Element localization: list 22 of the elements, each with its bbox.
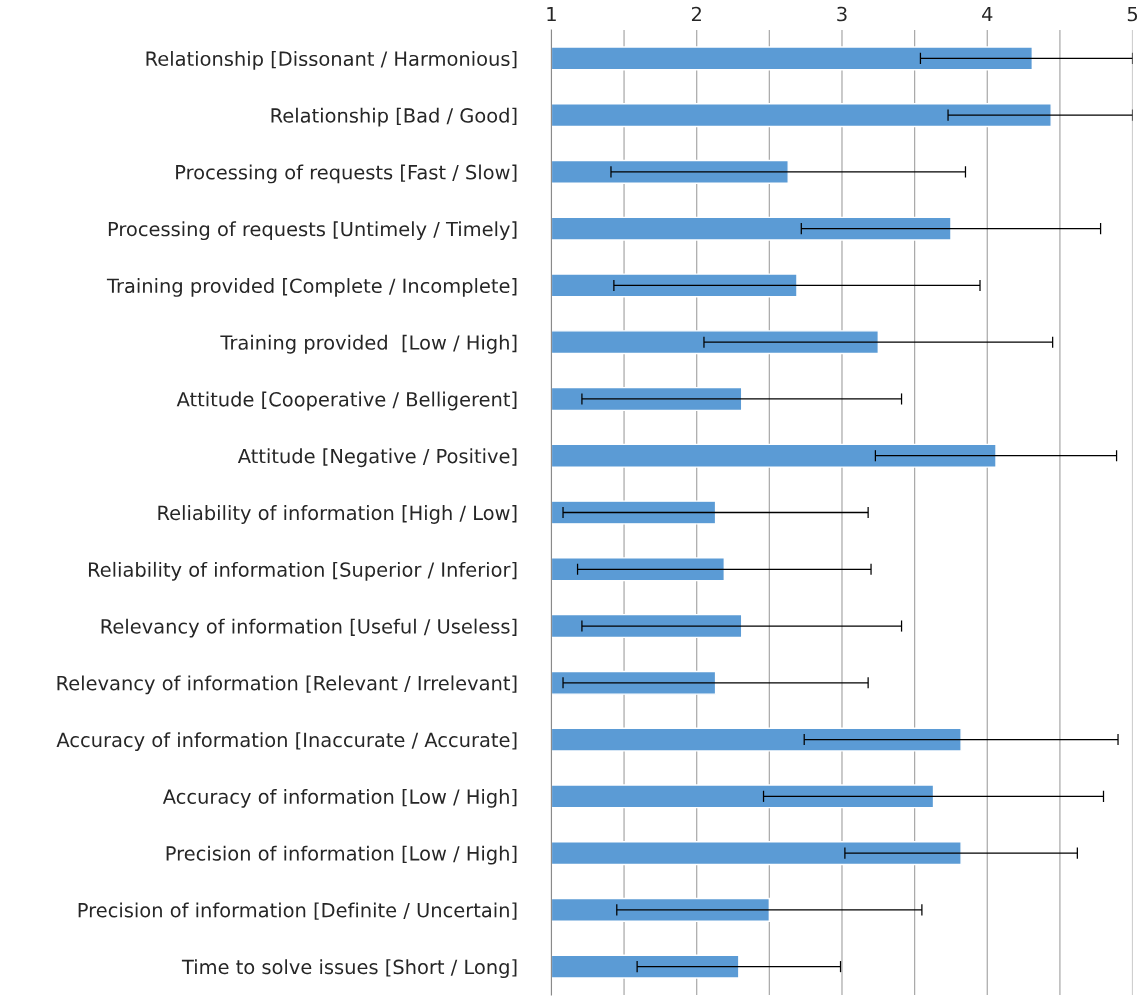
y-tick-label: Relevancy of information [Relevant / Irrelevant]: [57, 675, 517, 695]
y-tick-label: Precision of information [Low / High]: [166, 845, 517, 865]
y-tick-label: Relevancy of information [Useful / Useless]: [101, 618, 517, 638]
y-tick-label: Processing of requests [Fast / Slow]: [176, 164, 517, 184]
x-tick-label: 4: [982, 6, 993, 22]
y-tick-label: Relationship [Bad / Good]: [271, 107, 517, 127]
y-tick-label: Attitude [Negative / Positive]: [237, 448, 517, 468]
y-tick-label: Precision of information [Definite / Uncertain]: [78, 902, 517, 920]
x-tick-label: 5: [1127, 6, 1138, 22]
x-tick-label: 1: [547, 6, 556, 22]
x-tick-label: 2: [691, 6, 701, 22]
y-tick-label: Time to solve issues [Short / Long]: [181, 959, 517, 979]
y-tick-label: Accuracy of information [Low / High]: [162, 788, 517, 808]
y-tick-label: Relationship [Dissonant / Harmonious]: [146, 50, 517, 70]
y-tick-label: Processing of requests [Untimely / Timely]: [108, 221, 517, 241]
x-tick-label: 3: [837, 6, 847, 22]
y-tick-label: Training provided [Complete / Incomplete]: [106, 278, 517, 297]
y-tick-label: Accuracy of information [Inaccurate / Accurate]: [56, 732, 517, 751]
y-tick-label: Attitude [Cooperative / Belligerent]: [176, 391, 517, 411]
y-tick-label: Reliability of information [High / Low]: [158, 505, 517, 524]
y-tick-label: Training provided [Low / High]: [220, 334, 517, 354]
y-tick-label: Reliability of information [Superior / Inferior]: [88, 561, 517, 581]
